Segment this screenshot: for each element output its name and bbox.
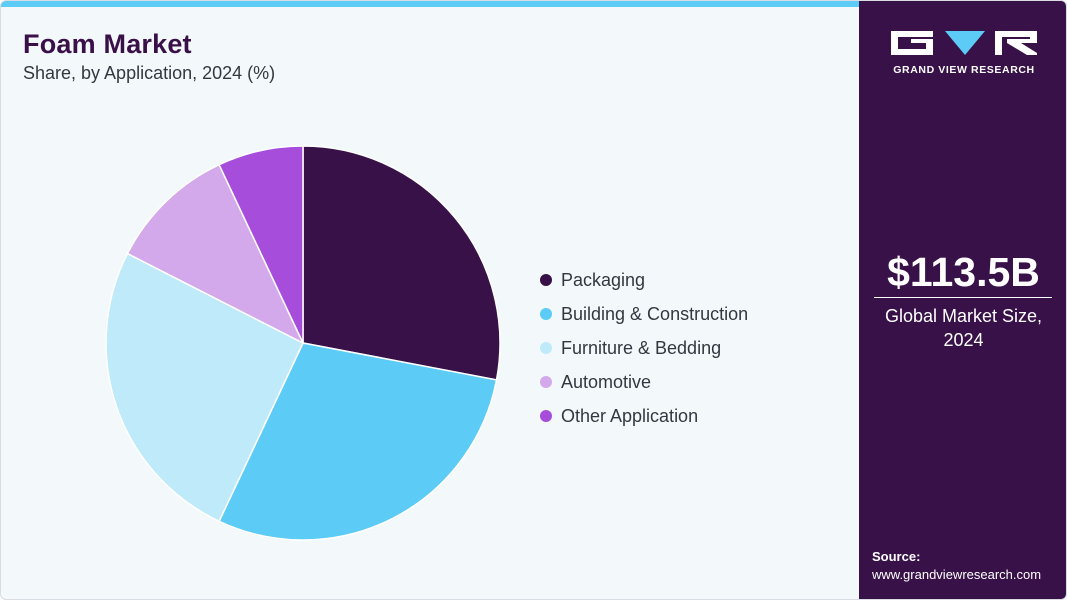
source-link[interactable]: www.grandviewresearch.com: [872, 567, 1042, 582]
legend-label: Building & Construction: [561, 303, 749, 324]
legend-swatch: [540, 410, 552, 422]
chart-title: Foam Market: [23, 29, 192, 59]
source-label: Source:: [872, 549, 921, 564]
market-size-value: $113.5B: [887, 249, 1040, 295]
legend-item: Furniture & Bedding: [540, 331, 748, 365]
legend-label: Packaging: [561, 269, 646, 290]
pie-slice-building-construction: [218, 342, 498, 541]
legend-swatch: [540, 274, 552, 286]
pie-slice-packaging: [302, 145, 501, 381]
legend-item: Other Application: [540, 399, 748, 433]
divider: [874, 297, 1052, 298]
pie-slice-other-application: [218, 145, 304, 344]
accent-bar: [1, 1, 859, 7]
legend-swatch: [540, 376, 552, 388]
legend-item: Packaging: [540, 263, 748, 297]
legend-label: Other Application: [561, 405, 699, 426]
legend-label: Furniture & Bedding: [561, 337, 722, 358]
grand-view-research-logo: [891, 31, 1037, 55]
chart-subtitle: Share, by Application, 2024 (%): [23, 63, 276, 83]
legend-swatch: [540, 342, 552, 354]
legend-swatch: [540, 308, 552, 320]
info-sidebar: GRAND VIEW RESEARCH $113.5B Global Marke…: [859, 1, 1066, 599]
pie-slice-automotive: [126, 163, 305, 345]
pie-slice-furniture-bedding: [105, 252, 304, 523]
legend-item: Automotive: [540, 365, 748, 399]
legend-label: Automotive: [561, 371, 652, 392]
market-size-label: Global Market Size, 2024: [884, 306, 1043, 350]
pie-chart: [105, 145, 501, 541]
legend: Packaging Building & Construction Furnitur…: [540, 263, 748, 433]
brand-name: GRAND VIEW RESEARCH: [893, 64, 1035, 76]
legend-item: Building & Construction: [540, 297, 748, 331]
